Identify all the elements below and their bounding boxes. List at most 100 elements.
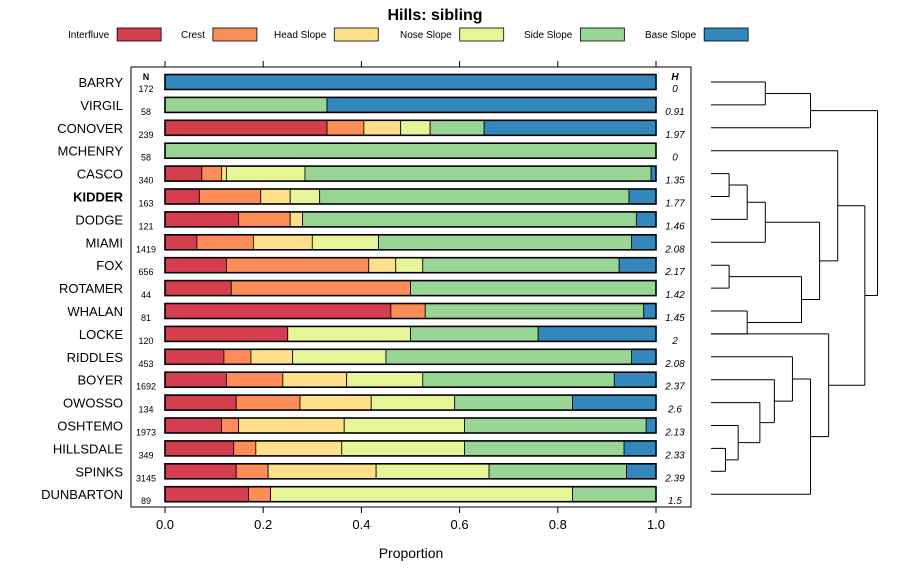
legend-swatch: [212, 27, 258, 42]
x-tick-label: 0.4: [352, 517, 370, 532]
row-n-value: 134: [138, 405, 153, 415]
legend-swatch: [579, 27, 625, 42]
row-label: CASCO: [77, 167, 123, 182]
row-label: KIDDER: [73, 190, 123, 205]
bar-segment: [631, 348, 657, 365]
x-tick-label: 0.2: [254, 517, 272, 532]
bar-segment: [287, 325, 411, 342]
bar-segment: [238, 417, 345, 434]
row-n-value: 89: [141, 496, 151, 506]
row-label: MCHENRY: [58, 144, 124, 159]
row-n-value: 3145: [136, 473, 156, 483]
bar-segment: [233, 440, 257, 457]
bar-segment: [270, 486, 573, 503]
bar-segment: [267, 463, 377, 480]
bar-segment: [164, 394, 237, 411]
bar-outline: [164, 96, 657, 114]
bar-segment: [289, 211, 303, 228]
bar-outline: [164, 371, 657, 389]
legend-label: Interfluve: [68, 30, 110, 41]
row-n-value: 58: [141, 153, 151, 163]
bar-segment: [164, 188, 200, 205]
bar-outline: [164, 234, 657, 251]
row-n-value: 120: [138, 336, 153, 346]
bar-segment: [375, 463, 490, 480]
bar-segment: [164, 234, 198, 251]
bar-outline: [164, 302, 657, 320]
row-label: OSHTEMO: [57, 419, 123, 434]
row-h-value: 1.97: [665, 130, 685, 141]
x-tick-label: 0.6: [451, 517, 469, 532]
row-label: HILLSDALE: [53, 441, 123, 456]
bar-outline: [164, 73, 657, 91]
row-n-value: 1419: [136, 244, 156, 254]
bar-segment: [235, 463, 269, 480]
bar-segment: [304, 165, 652, 182]
plot-area: N H BARRY 172 0 VIRGIL 58 0.91 CONOVER 239 1.97 MCH…: [41, 66, 692, 508]
legend-swatch: [333, 27, 379, 42]
bar-segment: [643, 303, 657, 319]
bar-segment: [368, 257, 397, 274]
bar-segment: [164, 417, 222, 434]
row-label: CONOVER: [57, 121, 123, 136]
row-h-value: 1.5: [668, 496, 682, 507]
row-h-value: 2.08: [664, 359, 685, 370]
legend-label: Crest: [181, 30, 205, 41]
bar-outline: [164, 211, 657, 228]
x-axis-label: Proportion: [379, 545, 444, 561]
row-h-value: 2.37: [664, 382, 685, 393]
row-label: SPINKS: [75, 464, 123, 479]
bar-outline: [164, 348, 657, 366]
row-h-value: 2.17: [664, 267, 685, 278]
bar-segment: [238, 211, 291, 228]
row-label: DUNBARTON: [41, 487, 123, 502]
bar-segment: [198, 188, 262, 205]
bar-segment: [164, 463, 237, 480]
row-label: OWOSSO: [63, 396, 123, 411]
bar-outline: [164, 417, 657, 434]
row-h-value: 2.08: [664, 244, 685, 255]
row-h-value: 2.13: [664, 428, 685, 439]
bar-outline: [164, 142, 657, 159]
row-h-value: 2.39: [664, 473, 685, 484]
bar-segment: [410, 325, 539, 342]
bar-segment: [385, 348, 632, 365]
bar-segment: [282, 371, 348, 388]
row-h-value: 1.77: [665, 199, 685, 210]
bar-segment: [410, 280, 657, 297]
bar-segment: [343, 417, 465, 434]
row-n-value: 349: [138, 450, 153, 460]
row-h-value: 1.42: [665, 290, 685, 301]
bar-segment: [537, 325, 657, 342]
bar-segment: [235, 394, 301, 411]
bar-segment: [572, 394, 657, 411]
row-label: VIRGIL: [80, 98, 123, 113]
bar-segment: [635, 211, 657, 228]
row-h-value: 1.46: [665, 221, 685, 232]
row-n-value: 163: [138, 199, 153, 209]
bar-segment: [645, 417, 657, 434]
bar-outline: [164, 462, 657, 480]
bar-segment: [164, 440, 235, 457]
bar-outline: [164, 325, 657, 343]
bar-segment: [196, 234, 254, 251]
bar-segment: [260, 188, 291, 205]
row-label: RIDDLES: [67, 350, 124, 365]
x-tick-label: 0.8: [549, 517, 567, 532]
legend-label: Nose Slope: [400, 30, 452, 41]
bar-segment: [164, 257, 227, 274]
bar-segment: [164, 325, 289, 342]
bar-segment: [221, 417, 240, 434]
bar-segment: [572, 486, 657, 503]
bar-segment: [299, 394, 372, 411]
bar-segment: [464, 417, 647, 434]
bar-segment: [221, 165, 227, 182]
n-column-header: N: [143, 72, 150, 82]
bar-segment: [319, 188, 630, 205]
legend: Interfluve Crest Head Slope Nose Slope Side …: [68, 27, 749, 42]
bar-segment: [292, 348, 387, 365]
bar-segment: [223, 348, 252, 365]
x-axis: 0.0 0.2 0.4 0.6 0.8 1.0: [156, 61, 665, 532]
row-h-value: 0: [672, 84, 678, 95]
